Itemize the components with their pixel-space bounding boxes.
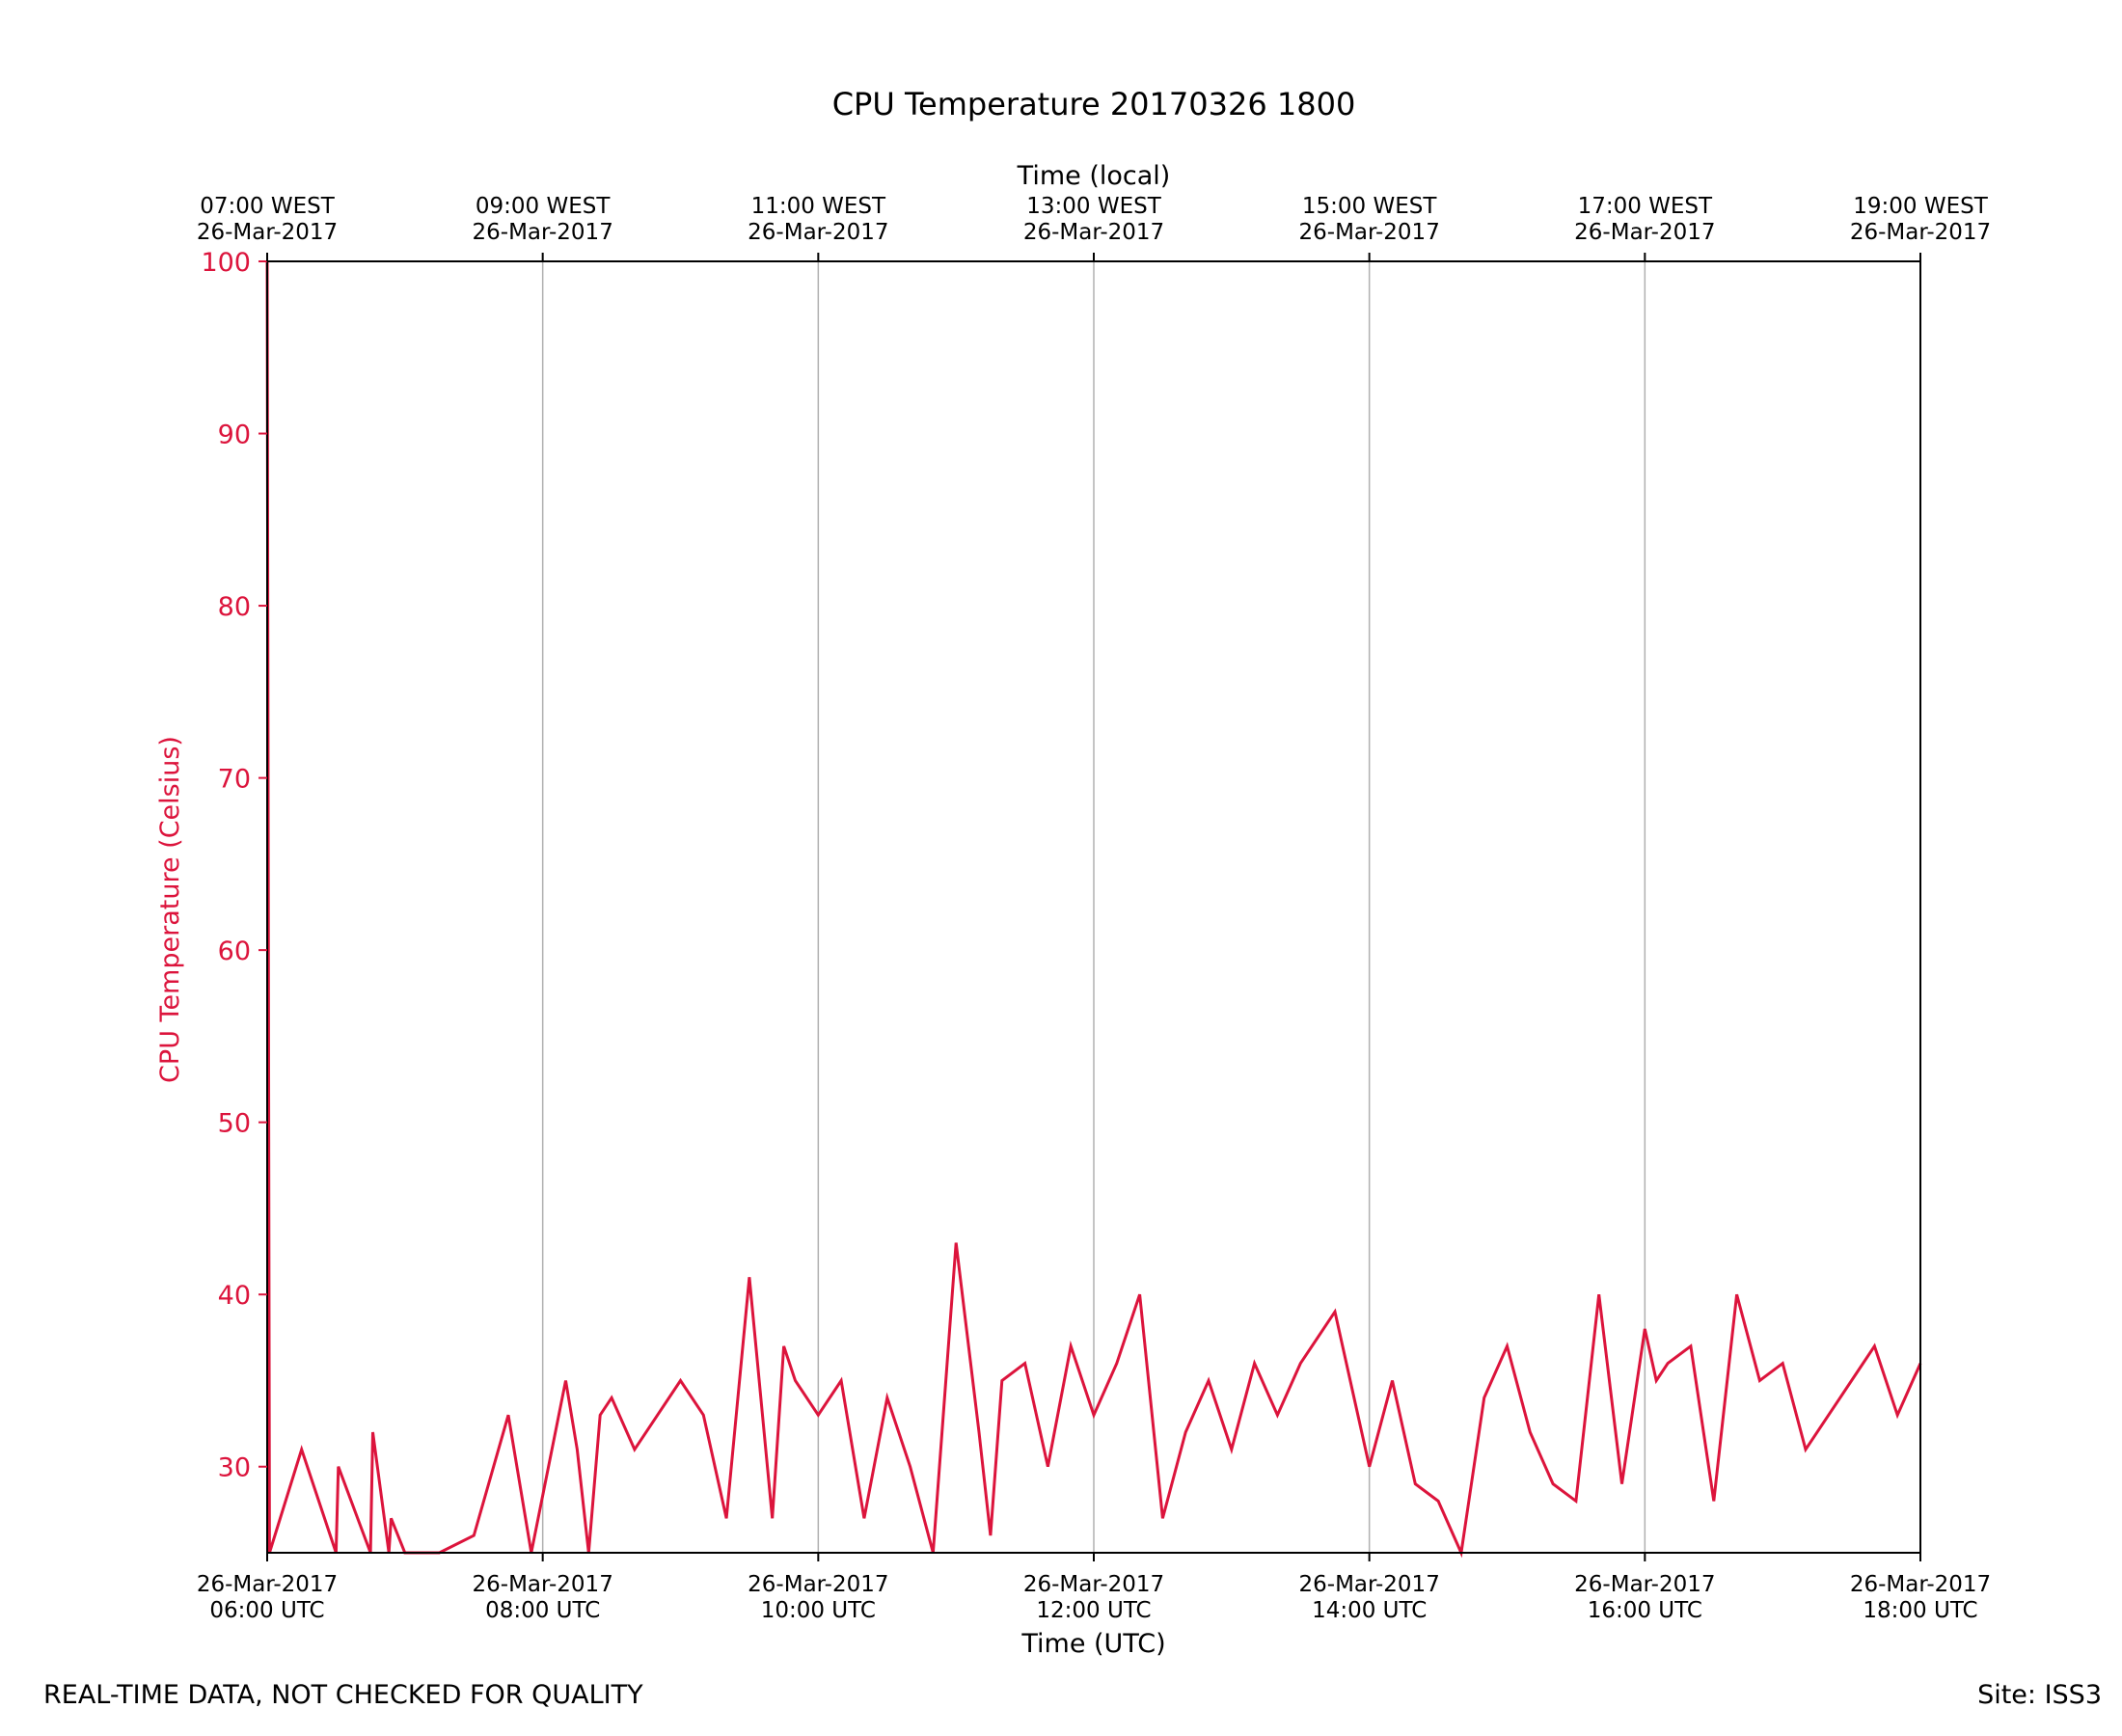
- site-label: Site: ISS3: [1977, 1680, 2102, 1710]
- x2-tick-label-date: 26-Mar-2017: [1850, 220, 1991, 245]
- x2-tick-label-time: 11:00 WEST: [751, 194, 886, 219]
- x-tick-label-time: 14:00 UTC: [1312, 1598, 1427, 1623]
- y-tick-label: 70: [218, 765, 251, 795]
- top-axis-label: Time (local): [1017, 161, 1171, 191]
- y-axis-label: CPU Temperature (Celsius): [155, 736, 185, 1083]
- x-tick-label-date: 26-Mar-2017: [473, 1572, 613, 1597]
- y-tick-label: 40: [218, 1281, 251, 1311]
- x2-tick-label-time: 19:00 WEST: [1853, 194, 1988, 219]
- x2-tick-label-date: 26-Mar-2017: [1574, 220, 1715, 245]
- x-tick-label-time: 08:00 UTC: [485, 1598, 600, 1623]
- x2-tick-label-time: 13:00 WEST: [1026, 194, 1161, 219]
- y-tick-label: 60: [218, 936, 251, 966]
- quality-disclaimer: REAL-TIME DATA, NOT CHECKED FOR QUALITY: [43, 1680, 643, 1710]
- x2-tick-label-date: 26-Mar-2017: [197, 220, 338, 245]
- bottom-axis-label: Time (UTC): [1020, 1629, 1165, 1659]
- x-tick-label-time: 16:00 UTC: [1588, 1598, 1702, 1623]
- x2-tick-label-time: 07:00 WEST: [200, 194, 335, 219]
- y-tick-label: 30: [218, 1453, 251, 1483]
- x-tick-label-date: 26-Mar-2017: [1850, 1572, 1991, 1597]
- x2-tick-label-time: 09:00 WEST: [476, 194, 611, 219]
- x-tick-label-time: 18:00 UTC: [1863, 1598, 1977, 1623]
- x-tick-label-date: 26-Mar-2017: [748, 1572, 888, 1597]
- x-tick-label-date: 26-Mar-2017: [1023, 1572, 1164, 1597]
- x-tick-label-date: 26-Mar-2017: [1299, 1572, 1440, 1597]
- y-ticks: 30 40 50 60 70 80 90 100: [201, 248, 267, 1483]
- x2-tick-label-date: 26-Mar-2017: [1023, 220, 1164, 245]
- series-line: [265, 260, 1922, 1559]
- y-tick-label: 80: [218, 592, 251, 622]
- series-layer: [265, 260, 1922, 1559]
- x2-tick-label-time: 17:00 WEST: [1578, 194, 1713, 219]
- chart-title: CPU Temperature 20170326 1800: [832, 86, 1356, 122]
- x-tick-label-time: 10:00 UTC: [761, 1598, 876, 1623]
- x-tick-label-time: 06:00 UTC: [209, 1598, 324, 1623]
- x2-tick-label-date: 26-Mar-2017: [473, 220, 613, 245]
- x2-tick-label-date: 26-Mar-2017: [1299, 220, 1440, 245]
- x-tick-label-date: 26-Mar-2017: [1574, 1572, 1715, 1597]
- y-tick-label: 50: [218, 1109, 251, 1139]
- x-tick-label-time: 12:00 UTC: [1036, 1598, 1151, 1623]
- x-tick-label-date: 26-Mar-2017: [197, 1572, 338, 1597]
- grid-lines: [541, 261, 1646, 1553]
- y-tick-label: 100: [201, 248, 251, 278]
- y-tick-label: 90: [218, 420, 251, 450]
- x2-tick-label-time: 15:00 WEST: [1302, 194, 1437, 219]
- x2-tick-label-date: 26-Mar-2017: [748, 220, 888, 245]
